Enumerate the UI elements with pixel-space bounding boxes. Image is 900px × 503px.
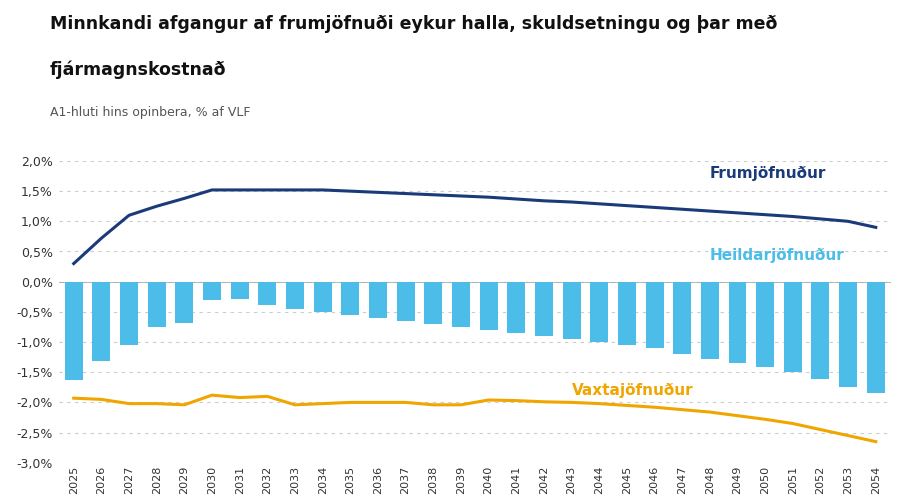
Bar bbox=[645, 282, 663, 348]
Text: Frumjöfnuður: Frumjöfnuður bbox=[710, 166, 826, 181]
Bar bbox=[369, 282, 387, 318]
Bar bbox=[784, 282, 802, 372]
Bar bbox=[176, 282, 194, 323]
Bar bbox=[258, 282, 276, 305]
Bar bbox=[397, 282, 415, 321]
Bar bbox=[480, 282, 498, 330]
Bar bbox=[756, 282, 774, 367]
Bar bbox=[341, 282, 359, 315]
Bar bbox=[812, 282, 830, 379]
Bar bbox=[313, 282, 331, 312]
Text: fjármagnskostnað: fjármagnskostnað bbox=[50, 60, 226, 79]
Bar bbox=[65, 282, 83, 380]
Text: Vaxtajöfnuður: Vaxtajöfnuður bbox=[572, 383, 693, 398]
Bar bbox=[535, 282, 553, 336]
Bar bbox=[120, 282, 138, 345]
Bar bbox=[867, 282, 885, 393]
Text: Minnkandi afgangur af frumjöfnuði eykur halla, skuldsetningu og þar með: Minnkandi afgangur af frumjöfnuði eykur … bbox=[50, 15, 777, 33]
Bar bbox=[148, 282, 166, 327]
Bar bbox=[618, 282, 636, 345]
Text: Heildarjöfnuður: Heildarjöfnuður bbox=[710, 248, 844, 264]
Bar bbox=[590, 282, 608, 342]
Bar bbox=[839, 282, 857, 387]
Bar bbox=[728, 282, 746, 363]
Bar bbox=[452, 282, 470, 327]
Bar bbox=[93, 282, 111, 361]
Bar bbox=[230, 282, 248, 299]
Bar bbox=[203, 282, 221, 300]
Text: A1-hluti hins opinbera, % af VLF: A1-hluti hins opinbera, % af VLF bbox=[50, 106, 250, 119]
Bar bbox=[673, 282, 691, 354]
Bar bbox=[562, 282, 580, 339]
Bar bbox=[508, 282, 526, 333]
Bar bbox=[286, 282, 304, 309]
Bar bbox=[424, 282, 442, 324]
Bar bbox=[701, 282, 719, 359]
